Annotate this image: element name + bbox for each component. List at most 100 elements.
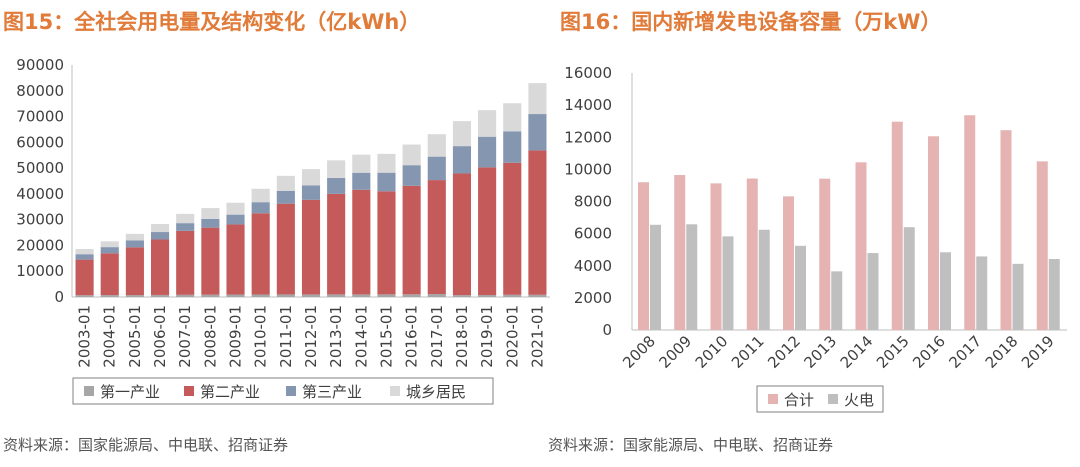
right-chart: 0 2000 4000 6000 8000 10000 12000 14000 16000 200… (564, 64, 1067, 413)
right-bar (783, 196, 794, 330)
left-bar-segment (176, 294, 195, 297)
left-y-tick-label: 30000 (16, 211, 64, 229)
left-x-tick-label: 2018-01 (453, 305, 471, 368)
left-x-tick-label: 2007-01 (176, 305, 194, 368)
left-bar-segment (352, 154, 371, 173)
left-bar-segment (276, 294, 295, 297)
left-bar-segment (201, 294, 220, 297)
left-bar-segment (528, 150, 547, 295)
left-bar-segment (377, 172, 396, 192)
left-bar-segment (301, 294, 321, 297)
left-legend-swatch (84, 386, 94, 396)
left-x-tick-label: 2019-01 (478, 305, 496, 368)
left-bar-segment (301, 169, 321, 186)
right-bar (710, 183, 722, 330)
right-bar (940, 252, 951, 330)
right-y-tick-label: 12000 (564, 128, 612, 146)
left-bar-segment (226, 224, 245, 295)
left-bar-segment (301, 185, 321, 200)
left-y-tick-label: 20000 (16, 236, 64, 254)
left-x-tick-label: 2012-01 (302, 305, 320, 368)
right-x-tick-label: 2015 (873, 332, 913, 372)
left-bar-segment (226, 202, 245, 215)
right-legend-swatch (768, 394, 778, 404)
left-bar-segment (150, 232, 170, 240)
left-x-tick-label: 2003-01 (76, 305, 94, 368)
left-chart-title: 图15：全社会用电量及结构变化（亿kWh） (3, 10, 421, 34)
left-legend-label: 第二产业 (200, 383, 260, 401)
left-x-tick-label: 2015-01 (377, 305, 395, 368)
left-bar-segment (176, 213, 195, 224)
right-bar (867, 253, 879, 330)
left-bar-segment (528, 294, 547, 297)
left-bar-segment (528, 83, 547, 115)
left-bar-segment (327, 160, 346, 178)
left-bar-segment (251, 294, 270, 297)
right-chart-source: 资料来源：国家能源局、中电联、招商证券 (548, 436, 834, 454)
right-y-tick-label: 8000 (574, 193, 612, 211)
left-bar-segment (125, 247, 144, 296)
right-bar (1012, 263, 1024, 330)
left-bar-segment (201, 218, 220, 228)
left-y-tick-label: 80000 (16, 82, 64, 100)
right-legend-swatch (828, 394, 838, 404)
right-bar (831, 271, 843, 330)
left-bar-segment (402, 165, 421, 186)
right-bar (650, 224, 661, 330)
left-bar-segment (276, 175, 295, 191)
left-x-tick-label: 2014-01 (352, 305, 370, 368)
right-bar (1048, 259, 1060, 330)
right-bar (722, 236, 734, 330)
right-bar (928, 136, 939, 330)
left-legend-swatch (390, 386, 400, 396)
left-bar-segment (150, 239, 170, 295)
left-bar-segment (226, 294, 245, 297)
left-bar-segment (478, 136, 497, 168)
right-legend-label: 火电 (844, 391, 874, 409)
right-bar (746, 178, 758, 330)
right-x-tick-label: 2009 (655, 332, 695, 372)
left-bar-segment (100, 241, 119, 248)
right-y-tick-label: 10000 (564, 160, 612, 178)
right-y-tick-label: 14000 (564, 96, 612, 114)
left-y-tick-label: 90000 (16, 56, 64, 74)
left-bar-segment (402, 144, 421, 166)
right-x-tick-label: 2016 (909, 332, 949, 372)
right-chart-title: 图16：国内新增发电设备容量（万kW） (560, 10, 942, 34)
right-y-tick-label: 4000 (574, 257, 612, 275)
left-bar-segment (176, 223, 195, 231)
left-bar-segment (251, 202, 270, 214)
left-bar-segment (75, 259, 94, 296)
left-bar-segment (452, 121, 472, 147)
left-bar-segment (352, 172, 371, 190)
left-bar-segment (327, 177, 346, 194)
left-x-tick-label: 2006-01 (151, 305, 169, 368)
left-chart: 0 10000 20000 30000 40000 50000 60000 70000 8000… (16, 56, 550, 405)
right-x-tick-label: 2014 (837, 332, 877, 372)
left-bar-segment (125, 233, 144, 241)
left-bar-segment (150, 224, 170, 233)
left-bar-segment (478, 110, 497, 137)
left-bar-segment (100, 247, 119, 254)
left-x-tick-label: 2005-01 (126, 305, 144, 368)
left-bar-segment (503, 294, 522, 297)
right-x-tick-label: 2017 (945, 332, 985, 372)
right-bar (795, 245, 806, 330)
right-x-tick-label: 2008 (619, 332, 659, 372)
left-legend-box (72, 377, 494, 405)
left-bar-segment (352, 189, 371, 295)
left-bar-segment (503, 103, 522, 132)
right-bar (638, 182, 649, 330)
left-y-tick-label: 10000 (16, 262, 64, 280)
right-bar (964, 115, 976, 330)
left-bar-segment (301, 199, 321, 295)
left-legend-swatch (184, 386, 194, 396)
left-x-tick-label: 2011-01 (277, 305, 295, 368)
left-bar-segment (125, 295, 144, 297)
left-bar-segment (402, 294, 421, 297)
left-bar-segment (427, 180, 446, 295)
right-bar (758, 229, 770, 330)
right-bar (686, 224, 698, 330)
left-x-tick-label: 2009-01 (227, 305, 245, 368)
left-legend-swatch (286, 386, 296, 396)
